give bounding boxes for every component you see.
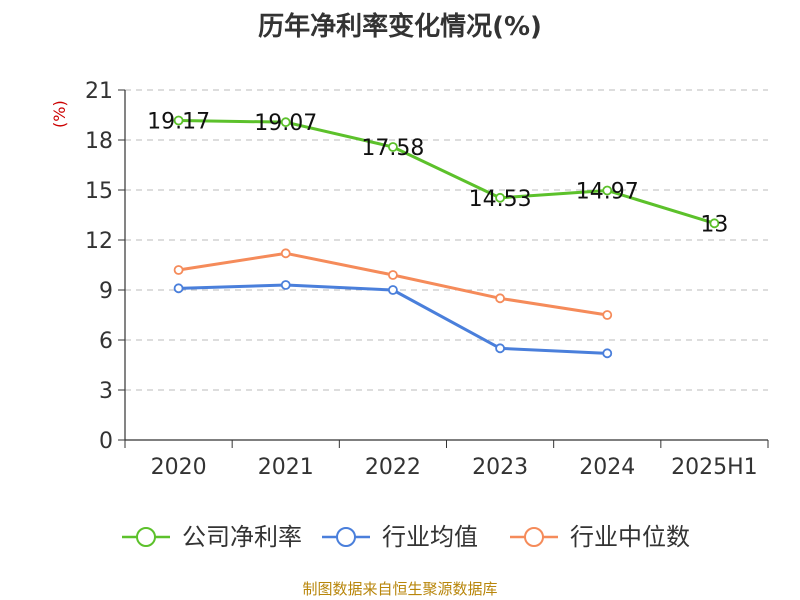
series-line xyxy=(178,251,608,317)
y-tick-label: 3 xyxy=(99,379,113,404)
data-point xyxy=(388,270,398,280)
data-label: 19.17 xyxy=(147,110,210,135)
axes xyxy=(124,90,768,441)
x-tick-label: 2025H1 xyxy=(671,455,758,480)
data-point xyxy=(388,285,398,295)
data-point xyxy=(602,185,613,196)
source-footer: 制图数据来自恒生聚源数据库 xyxy=(302,580,498,598)
data-point xyxy=(173,265,184,275)
data-point xyxy=(173,115,184,126)
x-tick-label: 2021 xyxy=(258,455,314,480)
data-label: 13 xyxy=(700,212,728,237)
legend-marker xyxy=(336,527,356,547)
y-axis-ticks: 0 3 6 9 12 15 18 21 xyxy=(85,79,125,454)
data-label: 14.53 xyxy=(469,187,532,212)
y-tick-label: 0 xyxy=(99,429,113,454)
data-point xyxy=(495,192,505,203)
data-label: 14.97 xyxy=(576,180,639,205)
gridlines xyxy=(125,89,768,391)
y-tick-label: 15 xyxy=(85,179,113,204)
data-point xyxy=(495,293,505,304)
data-point xyxy=(280,248,291,259)
data-point xyxy=(173,283,184,294)
y-tick-label: 21 xyxy=(85,79,113,104)
legend-label: 行业均值 xyxy=(382,523,478,551)
y-tick-label: 18 xyxy=(85,129,113,154)
x-tick-label: 2020 xyxy=(151,455,207,480)
x-tick-label: 2024 xyxy=(579,455,635,480)
y-tick-label: 12 xyxy=(85,229,113,254)
x-tick-label: 2023 xyxy=(472,455,528,480)
x-axis-ticks: 2020 2021 2022 2023 2024 2025H1 xyxy=(124,440,769,480)
legend-marker xyxy=(136,527,156,547)
data-point xyxy=(495,343,505,354)
data-point xyxy=(602,348,613,359)
data-point xyxy=(280,280,291,290)
series-line xyxy=(178,283,608,355)
series-line xyxy=(178,119,715,225)
y-tick-label: 6 xyxy=(99,329,113,354)
x-tick-label: 2022 xyxy=(365,455,421,480)
data-point xyxy=(602,310,613,320)
chart-title: 历年净利率变化情况(%) xyxy=(258,12,542,42)
legend-label: 行业中位数 xyxy=(570,523,690,551)
data-point xyxy=(280,117,291,128)
data-point xyxy=(388,142,398,152)
y-tick-label: 9 xyxy=(99,279,113,304)
data-label: 19.07 xyxy=(254,111,317,136)
data-label: 17.58 xyxy=(361,136,424,161)
legend-marker xyxy=(524,527,544,547)
data-point xyxy=(709,218,720,229)
series-group: 19.17 19.07 17.58 14.53 14.97 13 xyxy=(147,110,728,359)
legend: 公司净利率 行业均值 行业中位数 xyxy=(122,523,690,551)
legend-label: 公司净利率 xyxy=(182,523,302,551)
